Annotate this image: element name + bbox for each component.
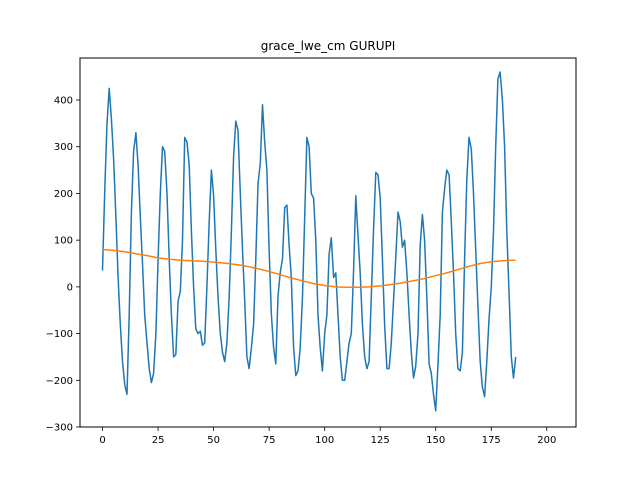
y-tick-label: 200	[54, 189, 73, 200]
x-tick-label: 75	[263, 435, 276, 446]
series-layer	[101, 71, 517, 412]
y-tick-label: −100	[46, 329, 73, 340]
y-tick-label: 100	[54, 236, 73, 247]
y-tick-label: 400	[54, 96, 73, 107]
x-tick-label: 0	[99, 435, 105, 446]
chart-title: grace_lwe_cm GURUPI	[261, 39, 396, 53]
tick-layer: 0 25 50 75 100 125 150 175 200 −300 −200 −100 0 100 20…	[46, 96, 557, 446]
x-tick-label: 100	[315, 435, 334, 446]
series-line-2	[102, 248, 516, 289]
x-tick-label: 50	[207, 435, 220, 446]
x-tick-label: 125	[371, 435, 390, 446]
x-tick-label: 175	[482, 435, 501, 446]
y-tick-label: 300	[54, 142, 73, 153]
x-tick-label: 200	[537, 435, 556, 446]
plot-frame	[79, 57, 577, 428]
y-tick-label: −300	[46, 423, 73, 434]
x-tick-label: 150	[426, 435, 445, 446]
x-tick-label: 25	[152, 435, 165, 446]
y-tick-label: −200	[46, 376, 73, 387]
series-line-1	[101, 71, 517, 412]
y-tick-label: 0	[67, 282, 73, 293]
